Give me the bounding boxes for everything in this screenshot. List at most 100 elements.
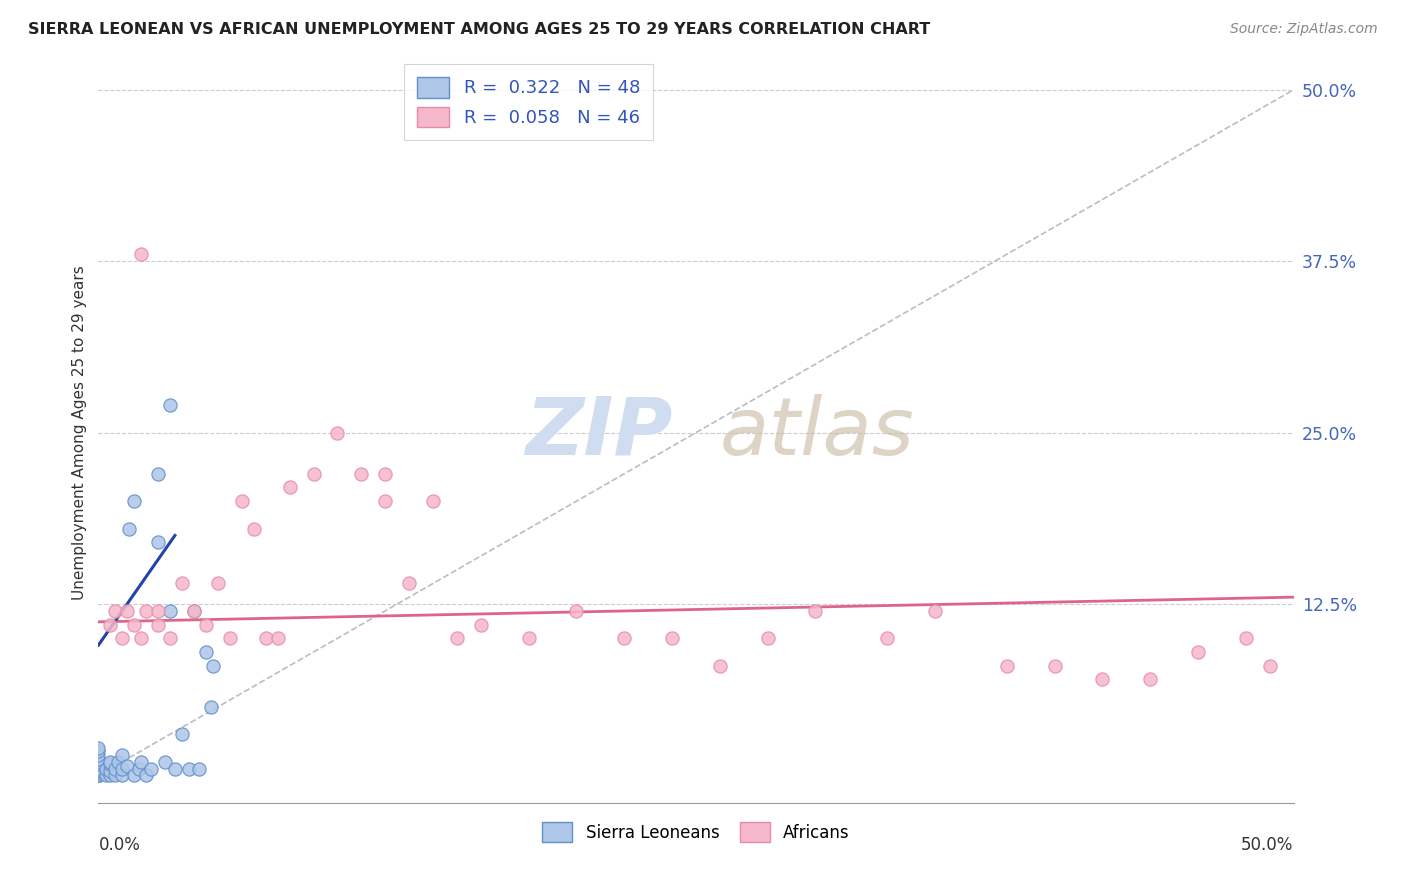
Point <box>94 762 117 776</box>
Text: 0.0%: 0.0% <box>98 836 141 855</box>
Point <box>179 762 201 776</box>
Point <box>243 522 266 536</box>
Point <box>128 762 150 776</box>
Point <box>202 658 225 673</box>
Y-axis label: Unemployment Among Ages 25 to 29 years: Unemployment Among Ages 25 to 29 years <box>72 265 87 600</box>
Point <box>104 604 127 618</box>
Point <box>87 762 110 776</box>
Point <box>148 617 170 632</box>
Point <box>172 727 194 741</box>
Point <box>200 699 222 714</box>
Point <box>87 752 110 766</box>
Point <box>231 494 253 508</box>
Point <box>219 632 242 646</box>
Point <box>124 768 146 782</box>
Point <box>131 632 153 646</box>
Point <box>87 747 110 762</box>
Point <box>1139 673 1161 687</box>
Point <box>131 247 153 261</box>
Point <box>565 604 588 618</box>
Point <box>159 632 181 646</box>
Point <box>135 768 157 782</box>
Text: ZIP: ZIP <box>524 393 672 472</box>
Point <box>350 467 373 481</box>
Point <box>98 757 122 772</box>
Point <box>163 762 186 776</box>
Point <box>98 755 122 769</box>
Point <box>148 604 170 618</box>
Point <box>98 617 122 632</box>
Point <box>148 535 170 549</box>
Text: 50.0%: 50.0% <box>1241 836 1294 855</box>
Point <box>374 467 396 481</box>
Point <box>183 604 205 618</box>
Point <box>111 747 134 762</box>
Point <box>111 632 134 646</box>
Text: SIERRA LEONEAN VS AFRICAN UNEMPLOYMENT AMONG AGES 25 TO 29 YEARS CORRELATION CHA: SIERRA LEONEAN VS AFRICAN UNEMPLOYMENT A… <box>28 22 931 37</box>
Point <box>131 755 153 769</box>
Point <box>87 768 110 782</box>
Point <box>124 494 146 508</box>
Point <box>87 768 110 782</box>
Point <box>155 755 177 769</box>
Point <box>302 467 325 481</box>
Point <box>87 744 110 758</box>
Point <box>159 604 181 618</box>
Point <box>446 632 468 646</box>
Point <box>148 467 170 481</box>
Point <box>207 576 229 591</box>
Text: Source: ZipAtlas.com: Source: ZipAtlas.com <box>1230 22 1378 37</box>
Point <box>1258 658 1281 673</box>
Point <box>1043 658 1066 673</box>
Point <box>111 768 134 782</box>
Point <box>159 398 181 412</box>
Point <box>94 768 117 782</box>
Point <box>107 755 129 769</box>
Point <box>98 768 122 782</box>
Point <box>1187 645 1209 659</box>
Point <box>87 741 110 756</box>
Point <box>118 522 141 536</box>
Point <box>374 494 396 508</box>
Point <box>87 755 110 769</box>
Point <box>195 645 218 659</box>
Point <box>804 604 827 618</box>
Point <box>135 604 157 618</box>
Point <box>613 632 636 646</box>
Point <box>187 762 209 776</box>
Point <box>326 425 349 440</box>
Point <box>709 658 731 673</box>
Text: atlas: atlas <box>720 393 915 472</box>
Point <box>87 764 110 779</box>
Point <box>87 768 110 782</box>
Point <box>195 617 218 632</box>
Point <box>517 632 540 646</box>
Point <box>87 765 110 780</box>
Point <box>115 758 138 772</box>
Point <box>111 762 134 776</box>
Point <box>876 632 898 646</box>
Point <box>104 768 127 782</box>
Point <box>87 768 110 782</box>
Point <box>661 632 683 646</box>
Point <box>422 494 444 508</box>
Point <box>924 604 946 618</box>
Point <box>139 762 162 776</box>
Point <box>183 604 205 618</box>
Point <box>398 576 420 591</box>
Point <box>87 757 110 772</box>
Point <box>115 604 138 618</box>
Point <box>87 768 110 782</box>
Point <box>1091 673 1114 687</box>
Point <box>172 576 194 591</box>
Point <box>470 617 492 632</box>
Point <box>278 480 301 494</box>
Point <box>87 768 110 782</box>
Point <box>995 658 1018 673</box>
Point <box>756 632 779 646</box>
Point <box>254 632 277 646</box>
Point <box>104 762 127 776</box>
Point <box>124 617 146 632</box>
Point <box>1234 632 1257 646</box>
Point <box>98 764 122 779</box>
